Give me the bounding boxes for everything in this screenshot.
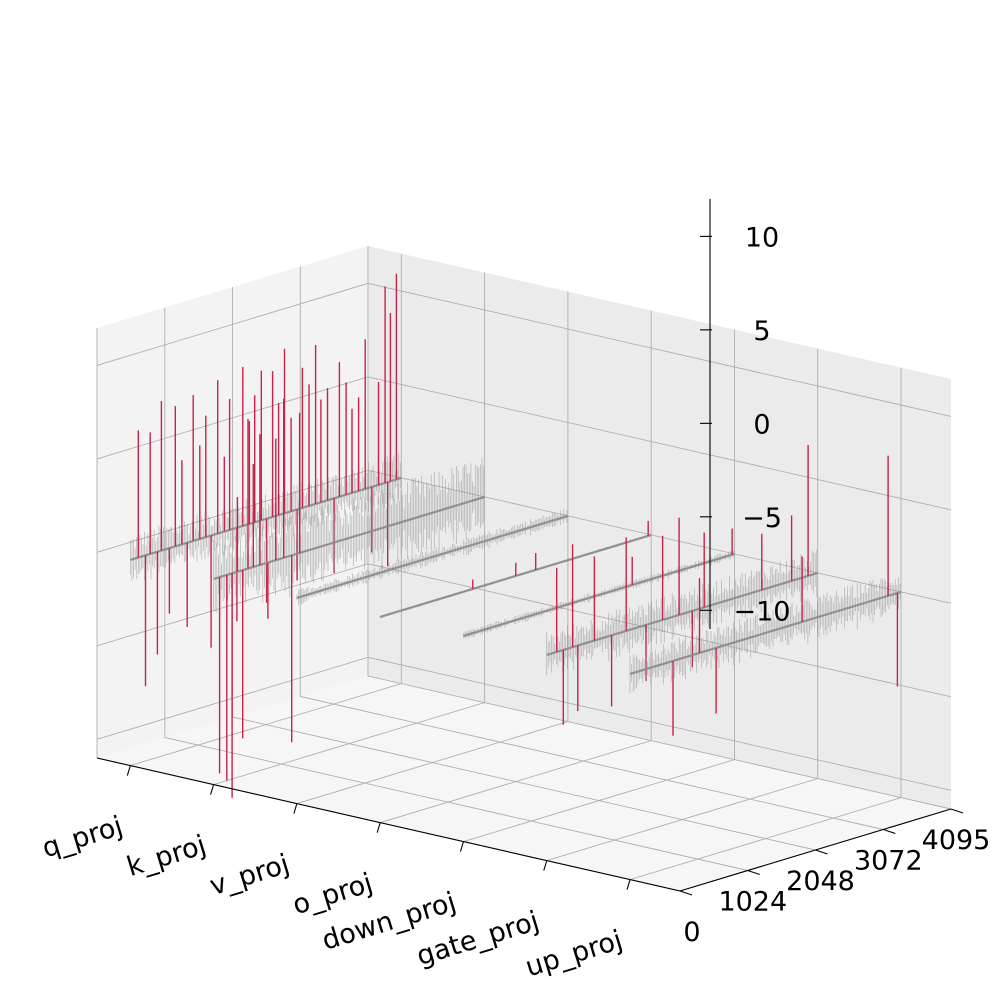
y-gridline — [367, 246, 952, 810]
series-line — [379, 533, 652, 619]
series-gate_proj — [546, 445, 819, 725]
series-line — [546, 571, 819, 657]
series-line — [296, 514, 569, 600]
y-tick — [950, 808, 964, 814]
series-o_proj — [379, 520, 652, 619]
y-tick-label: 2048 — [786, 866, 855, 897]
x-tick — [376, 822, 381, 833]
x-tick — [626, 879, 631, 890]
y-tick — [815, 849, 828, 855]
y-tick — [747, 869, 760, 876]
x-tick-label: k_proj — [123, 830, 209, 883]
series-k_proj — [213, 398, 485, 798]
series-line — [629, 590, 902, 676]
z-tick-label: 5 — [753, 316, 770, 347]
back-pane — [368, 246, 951, 809]
x-tick — [126, 765, 131, 776]
y-tick-label: 3072 — [854, 846, 923, 877]
x-tick — [293, 803, 298, 814]
x-tick — [210, 784, 215, 795]
x-tick-label: v_proj — [206, 849, 293, 902]
z-gridline — [96, 282, 952, 417]
y-tick-label: 1024 — [718, 887, 787, 918]
x-tick-label: q_proj — [39, 811, 127, 865]
x-tick — [459, 841, 464, 852]
chart-series — [129, 273, 902, 798]
z-tick-label: −5 — [742, 503, 782, 534]
z-tick-label: −10 — [734, 596, 791, 627]
chart-panes — [97, 246, 951, 891]
y-axis-line — [679, 808, 952, 892]
z-tick-label: 10 — [745, 222, 779, 253]
series-q_proj — [129, 273, 402, 687]
x-axis-line — [96, 757, 681, 892]
series-line — [213, 495, 485, 581]
z-gridline — [96, 376, 952, 511]
x-tick — [543, 860, 548, 871]
series-up_proj — [629, 455, 902, 736]
y-tick-label: 4095 — [922, 825, 991, 856]
y-gridline — [164, 307, 748, 871]
y-tick — [679, 890, 693, 896]
z-gridline — [96, 656, 952, 791]
y-tick — [883, 828, 896, 835]
series-line — [463, 552, 735, 638]
series-v_proj — [296, 509, 569, 606]
y-tick-label: 0 — [683, 917, 700, 948]
y-gridline — [299, 266, 884, 830]
z-tick-label: 0 — [753, 409, 770, 440]
